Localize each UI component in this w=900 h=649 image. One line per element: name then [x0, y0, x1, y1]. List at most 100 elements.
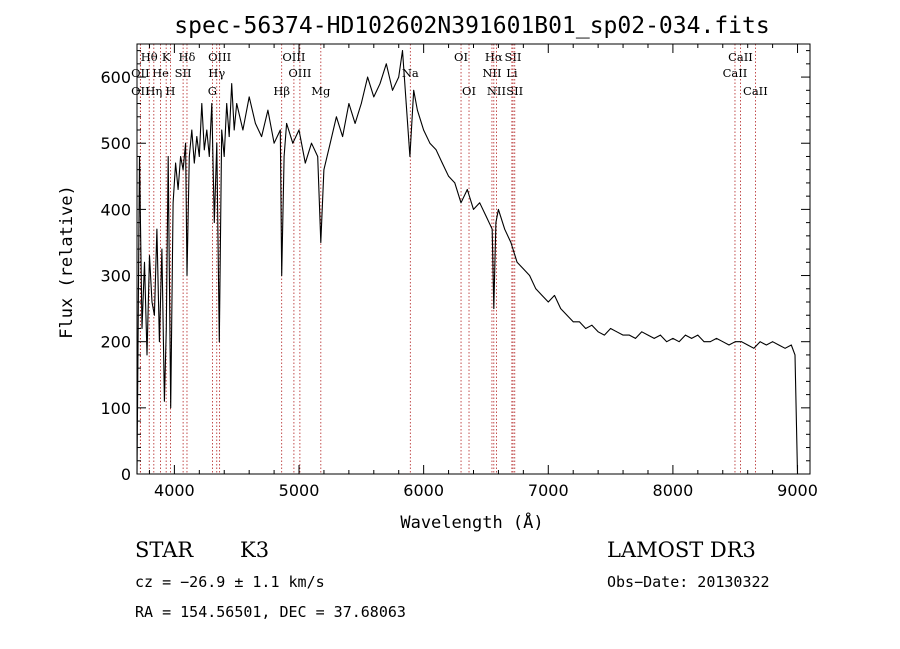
spectrum-point	[151, 301, 153, 303]
spectrum-point	[354, 122, 356, 124]
line-label-13: OIII	[282, 50, 305, 64]
spectrum-point	[647, 334, 649, 336]
spectrum-point	[622, 334, 624, 336]
spectrum-point	[196, 136, 198, 138]
spectrum-point	[342, 136, 344, 138]
spectrum-point	[495, 222, 497, 224]
spectrum-point	[279, 129, 281, 131]
spectrum-point	[320, 242, 322, 243]
x-axis-label: Wavelength (Å)	[400, 511, 543, 533]
spectrum-point	[323, 169, 325, 171]
spectrum-point	[159, 341, 160, 343]
spectrum-point	[529, 275, 530, 276]
spectrum-point	[348, 103, 350, 104]
spectrum-point	[610, 328, 611, 329]
spectrum-point	[653, 337, 655, 339]
line-label-10: Hγ	[208, 66, 225, 80]
spectrum-point	[213, 222, 215, 224]
spectrum-point	[728, 344, 730, 346]
axes: 4000 5000 6000 7000 8000 9000 0 100 200 300 400 500…	[100, 43, 818, 500]
spectrum-point	[579, 321, 580, 323]
line-label-25: CaII	[728, 50, 753, 64]
spectrum-point	[405, 103, 407, 104]
spectrum-point	[141, 328, 143, 329]
line-label-18: OI	[462, 84, 476, 98]
spectrum-point	[286, 122, 287, 124]
spectrum-point	[164, 400, 165, 402]
spectrum-point	[292, 142, 294, 144]
spectrum-point	[597, 331, 599, 333]
spectrum-point	[429, 142, 431, 144]
spectrum-point	[491, 228, 493, 230]
spectrum-point	[753, 347, 755, 349]
spectrum-point	[522, 268, 524, 270]
spectrum-point	[188, 156, 190, 157]
line-label-16: Na	[402, 66, 419, 80]
line-label-27: CaII	[743, 84, 768, 98]
spectrum-point	[144, 261, 145, 263]
spectrum-point	[603, 334, 605, 336]
spectrum-point	[466, 189, 468, 190]
line-label-9: OIII	[208, 50, 231, 64]
spectrum-point	[311, 142, 312, 144]
line-label-0: Hθ	[141, 50, 158, 64]
line-label-2: OII	[131, 84, 150, 98]
line-label-4: Hη	[145, 84, 162, 98]
spectrum-point	[177, 189, 179, 190]
spectrum-point	[198, 156, 200, 157]
spectrum-point	[409, 156, 411, 157]
line-label-7: Hδ	[178, 50, 195, 64]
spectrum-point	[165, 328, 167, 329]
line-label-3: He	[152, 66, 169, 80]
spectrum-point	[591, 324, 593, 326]
spectrum-point	[191, 129, 193, 131]
spectrum-point	[666, 341, 668, 343]
spectrum-point	[479, 202, 481, 204]
line-label-19: Hα	[485, 50, 503, 64]
y-tick-label: 300	[100, 267, 131, 286]
spectrum-point	[180, 156, 182, 157]
spectrum-point	[684, 334, 686, 336]
spectrum-point	[709, 341, 711, 343]
spectrum-point	[423, 129, 425, 131]
x-tick-label: 4000	[154, 481, 195, 500]
line-label-5: K	[162, 50, 171, 64]
chart-title: spec-56374-HD102602N391601B01_sp02-034.f…	[174, 13, 769, 39]
line-label-21: NII	[487, 84, 506, 98]
spectrum-point	[473, 208, 474, 210]
spectrum-point	[516, 261, 518, 263]
spectrum-point	[267, 109, 269, 111]
spectrum-chart: spec-56374-HD102602N391601B01_sp02-034.f…	[57, 13, 818, 533]
redshift-velocity: cz = −26.9 ± 1.1 km/s	[135, 573, 325, 591]
spectrum-point	[201, 103, 203, 104]
line-label-15: Mg	[311, 84, 331, 98]
x-tick-label: 6000	[403, 481, 444, 500]
spectrum-point	[641, 331, 643, 333]
spectrum-point	[223, 156, 225, 157]
spectrum-point	[336, 116, 337, 118]
spectrum-point	[585, 328, 587, 329]
y-tick-label: 600	[100, 68, 131, 87]
spectrum-point	[759, 341, 761, 343]
object-type: STAR	[135, 538, 194, 562]
line-label-12: Hβ	[273, 84, 290, 98]
sky-coordinates: RA = 154.56501, DEC = 37.68063	[135, 603, 406, 621]
spectrum-point	[722, 341, 724, 343]
spectrum-point	[778, 344, 780, 346]
x-tick-label: 7000	[528, 481, 569, 500]
spectrum-point	[510, 242, 512, 243]
spectrum-point	[678, 341, 680, 343]
spectrum-point	[697, 334, 699, 336]
spectrum-point	[298, 129, 300, 131]
spectrum-point	[175, 162, 177, 164]
spectrum-point	[146, 354, 148, 356]
spectrum-point	[734, 341, 736, 343]
spectrum-point	[672, 337, 674, 339]
spectrum-point	[635, 337, 636, 339]
spectrum-point	[790, 344, 792, 346]
spectrum-point	[329, 142, 331, 144]
spectrum-point	[281, 275, 283, 276]
line-label-23: Li	[506, 66, 518, 80]
spectrum-point	[233, 129, 235, 131]
spectrum-point	[216, 142, 218, 144]
